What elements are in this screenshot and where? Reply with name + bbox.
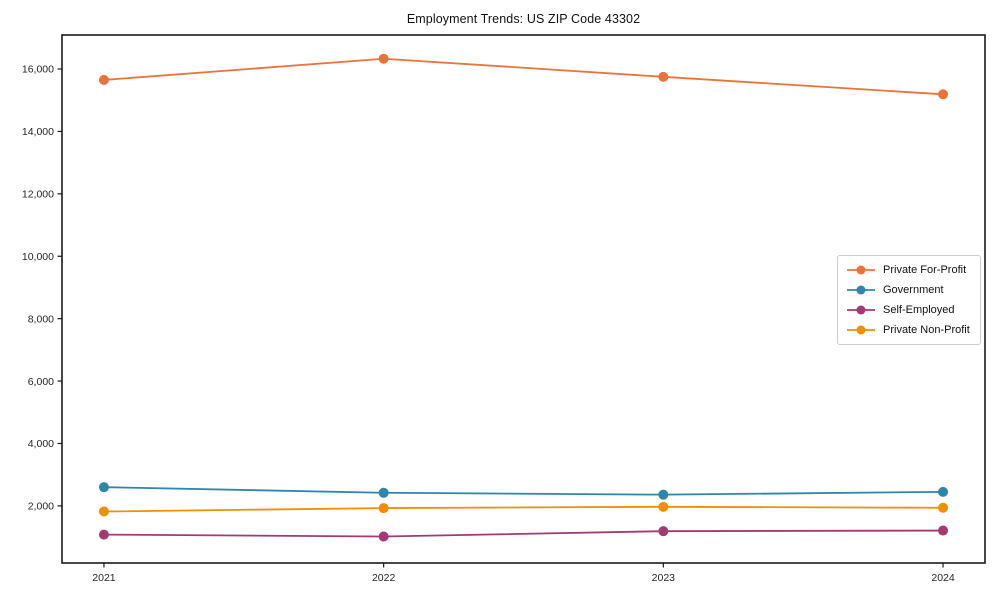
data-point-government	[658, 489, 669, 500]
data-point-private-for-profit	[378, 53, 389, 64]
series-line-private-for-profit	[103, 57, 944, 96]
data-point-private-for-profit	[658, 71, 669, 82]
data-point-private-non-profit	[658, 501, 669, 512]
x-axis-tick-label: 2024	[931, 572, 955, 584]
legend-label: Private Non-Profit	[883, 324, 970, 336]
data-point-government	[98, 482, 109, 493]
y-axis-tick-label: 2,000	[28, 501, 54, 513]
legend-line-marker-icon	[847, 325, 875, 335]
legend-label: Government	[883, 284, 944, 296]
legend-line-marker-icon	[847, 265, 875, 275]
legend-item-private-for-profit: Private For-Profit	[846, 262, 970, 278]
legend-line-marker-icon	[847, 285, 875, 295]
legend-label: Private For-Profit	[883, 264, 967, 276]
legend-label: Self-Employed	[883, 304, 955, 316]
x-axis-tick-label: 2021	[92, 572, 116, 584]
legend-item-private-non-profit: Private Non-Profit	[846, 322, 970, 338]
series-line-government	[103, 486, 944, 496]
y-axis-tick-label: 12,000	[22, 189, 54, 201]
data-point-private-non-profit	[378, 503, 389, 514]
legend: Private For-Profit Government Self-Employe…	[837, 255, 981, 345]
data-point-private-for-profit	[98, 74, 109, 85]
series-line-self-employed	[103, 529, 944, 538]
chart-title: Employment Trends: US ZIP Code 43302	[406, 12, 641, 26]
data-point-private-for-profit	[938, 89, 949, 100]
data-point-self-employed	[658, 526, 669, 537]
data-point-government	[378, 487, 389, 498]
legend-line-marker-icon	[847, 305, 875, 315]
series-line-private-non-profit	[103, 505, 944, 513]
y-axis-tick-label: 8,000	[28, 313, 54, 325]
data-point-self-employed	[938, 525, 949, 536]
x-axis-tick-label: 2022	[372, 572, 396, 584]
data-point-self-employed	[378, 531, 389, 542]
y-axis-tick-label: 6,000	[28, 376, 54, 388]
legend-item-self-employed: Self-Employed	[846, 302, 970, 318]
y-axis-tick-label: 10,000	[22, 251, 54, 263]
plot-border	[61, 34, 986, 564]
data-point-self-employed	[98, 529, 109, 540]
legend-item-government: Government	[846, 282, 970, 298]
data-point-private-non-profit	[98, 506, 109, 517]
y-axis-tick-label: 4,000	[28, 438, 54, 450]
data-point-private-non-profit	[938, 502, 949, 513]
x-axis-tick-label: 2023	[652, 572, 676, 584]
data-point-government	[938, 486, 949, 497]
y-axis-tick-label: 14,000	[22, 126, 54, 138]
y-axis-tick-label: 16,000	[22, 64, 54, 76]
